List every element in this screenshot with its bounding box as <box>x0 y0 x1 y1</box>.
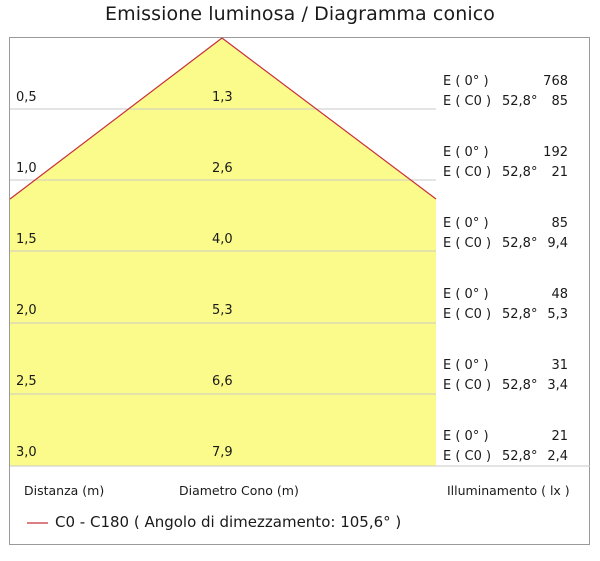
e0-label: E ( 0° ) <box>443 358 489 373</box>
ec0-label: E ( C0 ) <box>443 449 492 464</box>
distance-label: 2,5 <box>16 374 37 389</box>
e0-value: 48 <box>551 287 568 302</box>
ec0-angle: 52,8° <box>502 378 538 393</box>
ec0-angle: 52,8° <box>502 307 538 322</box>
ec0-label: E ( C0 ) <box>443 94 492 109</box>
ec0-angle: 52,8° <box>502 165 538 180</box>
diameter-label: 6,6 <box>212 374 233 389</box>
diameter-label: 1,3 <box>212 90 233 105</box>
distance-label: 2,0 <box>16 303 37 318</box>
ec0-label: E ( C0 ) <box>443 165 492 180</box>
ec0-value: 3,4 <box>547 378 568 393</box>
e0-label: E ( 0° ) <box>443 74 489 89</box>
diameter-label: 5,3 <box>212 303 233 318</box>
cone-edge-left <box>9 37 223 200</box>
e0-value: 21 <box>551 429 568 444</box>
distance-label: 0,5 <box>16 90 37 105</box>
illuminance-header: Illuminamento ( lx ) <box>447 483 570 498</box>
ec0-value: 5,3 <box>547 307 568 322</box>
e0-label: E ( 0° ) <box>443 287 489 302</box>
diameter-label: 2,6 <box>212 161 233 176</box>
e0-label: E ( 0° ) <box>443 145 489 160</box>
distance-label: 3,0 <box>16 445 37 460</box>
distance-header: Distanza (m) <box>24 483 105 498</box>
e0-value: 192 <box>543 145 568 160</box>
ec0-value: 85 <box>551 94 568 109</box>
light-cone-area <box>10 38 436 466</box>
ec0-value: 21 <box>551 165 568 180</box>
e0-label: E ( 0° ) <box>443 216 489 231</box>
ec0-angle: 52,8° <box>502 94 538 109</box>
diameter-header: Diametro Cono (m) <box>179 483 299 498</box>
diameter-label: 4,0 <box>212 232 233 247</box>
ec0-value: 2,4 <box>547 449 568 464</box>
ec0-value: 9,4 <box>547 236 568 251</box>
page-title: Emissione luminosa / Diagramma conico <box>105 3 495 25</box>
ec0-label: E ( C0 ) <box>443 378 492 393</box>
diagram-frame <box>9 37 590 545</box>
ec0-angle: 52,8° <box>502 449 538 464</box>
distance-label: 1,0 <box>16 161 37 176</box>
e0-label: E ( 0° ) <box>443 429 489 444</box>
diameter-label: 7,9 <box>212 445 233 460</box>
legend-text: C0 - C180 ( Angolo di dimezzamento: 105,… <box>55 513 402 531</box>
ec0-label: E ( C0 ) <box>443 236 492 251</box>
ec0-angle: 52,8° <box>502 236 538 251</box>
distance-label: 1,5 <box>16 232 37 247</box>
e0-value: 31 <box>551 358 568 373</box>
cone-edge-right <box>221 37 437 200</box>
e0-value: 768 <box>543 74 568 89</box>
ec0-label: E ( C0 ) <box>443 307 492 322</box>
e0-value: 85 <box>551 216 568 231</box>
